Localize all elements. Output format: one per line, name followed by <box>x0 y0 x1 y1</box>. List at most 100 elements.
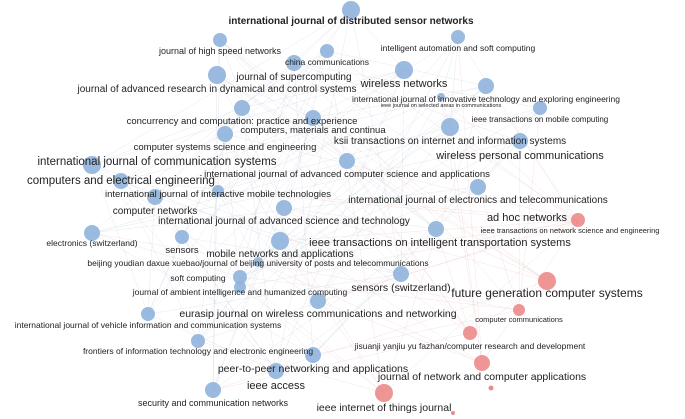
network-edge <box>212 74 218 391</box>
node-journal-of-ambient-intelligence-and-humanized-co[interactable] <box>234 281 246 293</box>
network-edge <box>400 69 405 275</box>
node-mobile-networks-and-applications[interactable] <box>271 232 289 250</box>
network-edge <box>147 273 402 315</box>
network-edge <box>317 36 459 302</box>
node-international-journal-of-vehicle-information-and[interactable] <box>141 307 155 321</box>
network-edge <box>219 39 348 162</box>
network-edge <box>147 196 156 315</box>
network-edge <box>91 107 243 166</box>
node-label-computer-systems-science-and-engineering: computer systems science and engineering <box>134 142 317 153</box>
network-edge <box>91 69 405 166</box>
network-edge <box>449 126 578 224</box>
network-edge <box>154 9 352 198</box>
network-edge <box>219 39 285 209</box>
node-international-journal-of-innovative-technology-a[interactable] <box>478 78 494 94</box>
network-nodes <box>83 1 585 402</box>
network-edge <box>239 286 385 394</box>
node-ad-hoc-networks[interactable] <box>571 213 585 227</box>
network-edge <box>120 180 579 221</box>
node-sensors[interactable] <box>175 230 189 244</box>
network-edge <box>350 9 405 71</box>
network-edge <box>219 39 437 230</box>
node-label-computers-materials-and-continua: computers, materials and continua <box>240 125 386 136</box>
node-label-ieee-access: ieee access <box>247 380 306 392</box>
node-ieee-transactions-on-network-science-and-enginee[interactable] <box>576 222 578 224</box>
node-computers-and-electrical-engineering[interactable] <box>113 173 129 189</box>
node-computers-materials-and-continua[interactable] <box>305 110 321 126</box>
node-international-journal-of-interactive-mobile-tech[interactable] <box>212 185 224 197</box>
node-label-ieee-transactions-on-intelligent-transportation-: ieee transactions on intelligent transpo… <box>309 237 571 249</box>
node-ieee-internet-of-things-journal[interactable] <box>375 384 393 402</box>
node-computer-systems-science-and-engineering[interactable] <box>217 126 233 142</box>
network-edge <box>317 126 451 302</box>
node-intelligent-automation-and-soft-computing[interactable] <box>451 30 465 44</box>
network-edge <box>477 186 520 311</box>
network-edge <box>197 133 226 342</box>
node-label-ksii-transactions-on-internet-and-information-sy: ksii transactions on internet and inform… <box>334 136 566 147</box>
node-label-intelligent-automation-and-soft-computing: intelligent automation and soft computin… <box>381 43 536 53</box>
node-concurrency-and-computation-practice-and-experie[interactable] <box>234 100 250 116</box>
network-labels: international journal of distributed sen… <box>15 16 660 414</box>
network-edge <box>217 190 319 302</box>
network-edge <box>239 276 520 311</box>
node-security-and-communication-networks[interactable] <box>205 382 221 398</box>
node-ieee-transactions-on-mobile-computing[interactable] <box>533 101 547 115</box>
node-label-ieee-internet-of-things-journal: ieee internet of things journal <box>317 402 452 414</box>
node-journal-of-network-and-computer-applications[interactable] <box>474 355 490 371</box>
node-sensors-switzerland[interactable] <box>393 266 409 282</box>
node-beijing-youdian-daxue-xuebao-journal-of-beijing-[interactable] <box>253 257 263 267</box>
network-edge <box>120 180 281 242</box>
node-label-eurasip-journal-on-wireless-communications-and-n: eurasip journal on wireless communicatio… <box>179 308 456 320</box>
network-edge <box>239 140 521 278</box>
node-computer-networks[interactable] <box>147 189 163 205</box>
node-wireless-personal-communications[interactable] <box>512 133 528 149</box>
node-computer-communications[interactable] <box>513 304 525 316</box>
small-red-dot <box>451 411 455 415</box>
node-eurasip-journal-on-wireless-communications-and-n[interactable] <box>310 293 326 309</box>
node-international-journal-of-advanced-science-and-te[interactable] <box>276 200 292 216</box>
node-ieee-journal-on-selected-areas-in-communications[interactable] <box>437 93 445 101</box>
node-international-journal-of-communication-systems[interactable] <box>83 156 101 174</box>
network-edge <box>326 50 385 394</box>
node-label-wireless-networks: wireless networks <box>360 78 448 90</box>
network-edge <box>435 228 471 334</box>
network-edges <box>91 9 579 394</box>
node-wireless-networks[interactable] <box>395 61 413 79</box>
network-edge <box>91 232 520 311</box>
network-edge <box>217 190 578 224</box>
node-ksii-transactions-on-internet-and-information-sy[interactable] <box>441 118 459 136</box>
node-journal-of-supercomputing[interactable] <box>286 55 302 71</box>
network-edge <box>91 164 402 275</box>
node-label-international-journal-of-electronics-and-telecom: international journal of electronics and… <box>348 195 608 206</box>
network-edge <box>257 126 451 263</box>
node-international-journal-of-advanced-computer-scien[interactable] <box>339 153 355 169</box>
node-label-international-journal-of-advanced-computer-scien: international journal of advanced comput… <box>204 169 490 180</box>
network-edge <box>293 62 521 142</box>
node-journal-of-high-speed-networks[interactable] <box>213 33 227 47</box>
network-edge <box>224 133 281 242</box>
node-journal-of-advanced-research-in-dynamical-and-co[interactable] <box>208 66 226 84</box>
node-label-international-journal-of-distributed-sensor-netw: international journal of distributed sen… <box>228 16 473 27</box>
node-international-journal-of-distributed-sensor-netw[interactable] <box>342 1 360 19</box>
node-china-communications[interactable] <box>320 44 334 58</box>
node-ieee-transactions-on-intelligent-transportation-[interactable] <box>428 221 444 237</box>
node-label-international-journal-of-innovative-technology-a: international journal of innovative tech… <box>352 94 620 104</box>
network-edge <box>217 36 459 192</box>
node-electronics-switzerland[interactable] <box>84 225 100 241</box>
node-frontiers-of-information-technology-and-electron[interactable] <box>191 334 205 348</box>
network-edge <box>317 96 442 302</box>
node-label-journal-of-ambient-intelligence-and-humanized-co: journal of ambient intelligence and huma… <box>132 287 348 297</box>
node-future-generation-computer-systems[interactable] <box>538 272 556 290</box>
network-edge <box>217 190 259 263</box>
network-edge <box>346 160 471 334</box>
node-international-journal-of-electronics-and-telecom[interactable] <box>470 179 486 195</box>
node-label-beijing-youdian-daxue-xuebao-journal-of-beijing-: beijing youdian daxue xuebao/journal of … <box>87 258 428 268</box>
node-label-computer-communications: computer communications <box>475 315 563 324</box>
node-jisuanji-yanjiu-yu-fazhan-computer-research-and-[interactable] <box>463 326 477 340</box>
network-edge <box>154 69 405 198</box>
network-edge <box>383 85 487 394</box>
node-ieee-access[interactable] <box>268 363 284 379</box>
node-label-mobile-networks-and-applications: mobile networks and applications <box>206 249 353 260</box>
node-soft-computing[interactable] <box>233 270 247 284</box>
node-peer-to-peer-networking-and-applications[interactable] <box>305 347 321 363</box>
